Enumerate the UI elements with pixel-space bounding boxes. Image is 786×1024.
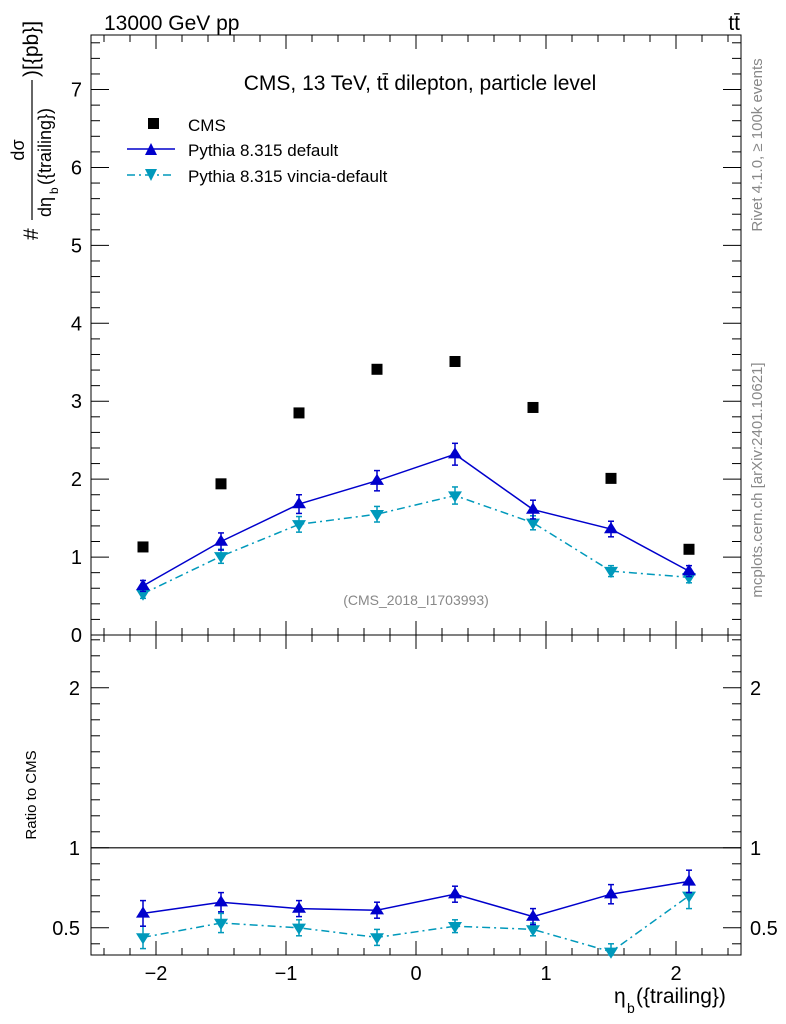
ratio-mc1-point xyxy=(682,874,696,886)
main-mc2-line xyxy=(142,494,690,595)
main-cms-point xyxy=(215,478,227,490)
ratio-mc1-point xyxy=(370,903,384,915)
main-mc2-point xyxy=(682,573,696,585)
main-mc2-point xyxy=(214,552,228,564)
y-tick-label: 4 xyxy=(71,313,82,335)
main-mc1-point xyxy=(370,473,384,485)
process-label: tt̄ xyxy=(728,12,740,35)
ratio-y-axis-label: Ratio to CMS xyxy=(23,750,40,839)
svg-text:)[{pb}]: )[{pb}] xyxy=(20,21,43,77)
ratio-y-tick-label: 2 xyxy=(69,678,80,700)
legend-mc2-label: Pythia 8.315 vincia-default xyxy=(188,167,388,186)
ratio-mc1-point xyxy=(448,887,462,899)
main-cms-point xyxy=(371,363,383,375)
side-label-top: Rivet 4.1.0, ≥ 100k events xyxy=(749,58,766,231)
x-axis-label: η b ({trailing}) xyxy=(614,985,726,1016)
watermark: (CMS_2018_I1703993) xyxy=(343,592,489,608)
y-tick-label: 1 xyxy=(71,547,82,569)
x-tick-label: −1 xyxy=(275,963,298,985)
x-tick-label: 0 xyxy=(410,963,421,985)
main-mc1-point xyxy=(526,502,540,514)
ratio-mc1-line xyxy=(142,880,690,918)
main-cms-point xyxy=(137,541,149,553)
main-cms-point xyxy=(683,543,695,555)
ratio-mc2-line xyxy=(142,895,690,953)
main-panel: 0 1 2 3 4 5 6 7 xyxy=(71,34,742,649)
ratio-mc1-point xyxy=(292,901,306,913)
svg-text:dσ: dσ xyxy=(8,139,28,160)
y-tick-label: 7 xyxy=(71,80,82,102)
main-mc1-point xyxy=(604,522,618,534)
main-cms-point xyxy=(293,407,305,419)
y-tick-label: 2 xyxy=(71,469,82,491)
main-mc2-point xyxy=(370,510,384,522)
main-mc2-point xyxy=(448,491,462,503)
svg-text:b: b xyxy=(47,187,61,194)
ratio-mc2-point xyxy=(682,891,696,903)
svg-text:#: # xyxy=(20,228,43,240)
main-mc2-point xyxy=(136,589,150,601)
main-mc2-point xyxy=(526,518,540,530)
svg-text:η: η xyxy=(614,985,626,1008)
y-tick-label: 5 xyxy=(71,235,82,257)
ratio-y-tick-label: 1 xyxy=(69,838,80,860)
ratio-y-tick-label: 0.5 xyxy=(52,918,80,940)
legend-data-label: CMS xyxy=(188,116,226,135)
main-mc1-point xyxy=(682,564,696,576)
main-mc1-point xyxy=(214,534,228,546)
ratio-mc2-point xyxy=(214,918,228,930)
ratio-mc2-point xyxy=(136,933,150,945)
ratio-mc2-point xyxy=(370,933,384,945)
ratio-y-tick-label-right: 0.5 xyxy=(750,918,778,940)
main-mc1-point xyxy=(136,578,150,591)
main-mc2-point xyxy=(604,566,618,579)
legend-mc2-marker xyxy=(145,169,157,181)
main-mc1-line xyxy=(142,453,690,587)
ratio-mc2-point xyxy=(604,947,618,959)
ratio-mc1-point xyxy=(136,906,150,918)
main-mc2-point xyxy=(292,520,306,532)
ratio-mc2-point xyxy=(448,922,462,934)
main-mc1-point xyxy=(448,447,462,459)
svg-text:({trailing}): ({trailing}) xyxy=(35,108,55,185)
ratio-mc1-point xyxy=(526,909,540,921)
svg-text:b: b xyxy=(627,1000,635,1016)
ratio-mc2-point xyxy=(292,923,306,935)
main-mc1-point xyxy=(292,497,306,509)
main-y-axis-label: # dσ dη b ({trailing}) )[{pb}] xyxy=(8,21,61,240)
ratio-mc1-point xyxy=(604,887,618,899)
y-tick-label: 6 xyxy=(71,157,82,179)
ratio-panel: −2 −1 0 1 2 0.5 0.5 1 1 2 2 xyxy=(52,634,778,985)
legend-mc1-marker xyxy=(145,143,157,155)
legend: CMS Pythia 8.315 default Pythia 8.315 vi… xyxy=(127,116,388,186)
y-tick-label: 3 xyxy=(71,391,82,413)
ratio-mc2-point xyxy=(526,925,540,937)
energy-label: 13000 GeV pp xyxy=(104,12,239,35)
plot-title: CMS, 13 TeV, tt̄ dilepton, particle leve… xyxy=(244,72,597,95)
x-tick-label: 1 xyxy=(540,963,551,985)
ratio-mc1-point xyxy=(214,895,228,907)
main-cms-point xyxy=(605,472,617,484)
ratio-y-tick-label-right: 2 xyxy=(750,678,761,700)
side-label-bottom: mcplots.cern.ch [arXiv:2401.10621] xyxy=(749,362,766,597)
y-tick-label: 0 xyxy=(71,625,82,647)
x-tick-label: −2 xyxy=(145,963,168,985)
legend-mc1-label: Pythia 8.315 default xyxy=(188,141,339,160)
x-tick-label: 2 xyxy=(670,963,681,985)
svg-text:({trailing}): ({trailing}) xyxy=(636,985,726,1008)
main-cms-point xyxy=(449,355,461,367)
ratio-y-tick-label-right: 1 xyxy=(750,838,761,860)
svg-text:dη: dη xyxy=(35,197,55,217)
legend-data-marker xyxy=(148,118,159,129)
main-cms-point xyxy=(527,401,539,413)
